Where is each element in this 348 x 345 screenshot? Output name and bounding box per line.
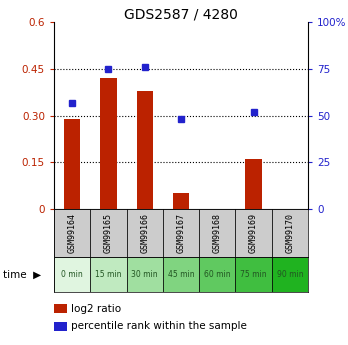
Text: 45 min: 45 min	[168, 270, 194, 279]
Text: GSM99169: GSM99169	[249, 213, 258, 253]
Bar	[163, 209, 199, 257]
Bar	[64, 119, 80, 209]
Bar	[54, 257, 90, 292]
Text: percentile rank within the sample: percentile rank within the sample	[71, 321, 246, 331]
Bar	[90, 209, 127, 257]
Text: 0 min: 0 min	[61, 270, 83, 279]
Bar	[173, 193, 189, 209]
Text: 90 min: 90 min	[277, 270, 303, 279]
Text: 15 min: 15 min	[95, 270, 122, 279]
Text: log2 ratio: log2 ratio	[71, 304, 121, 314]
Bar	[199, 209, 235, 257]
Bar	[100, 78, 117, 209]
Bar	[136, 91, 153, 209]
Title: GDS2587 / 4280: GDS2587 / 4280	[124, 7, 238, 21]
Text: GSM99167: GSM99167	[176, 213, 185, 253]
Bar	[245, 159, 262, 209]
Bar	[127, 209, 163, 257]
Bar	[163, 257, 199, 292]
Text: GSM99165: GSM99165	[104, 213, 113, 253]
Text: GSM99170: GSM99170	[285, 213, 294, 253]
Text: GSM99166: GSM99166	[140, 213, 149, 253]
Bar	[235, 209, 272, 257]
Text: 30 min: 30 min	[131, 270, 158, 279]
Bar	[272, 257, 308, 292]
Bar	[272, 209, 308, 257]
Text: GSM99164: GSM99164	[68, 213, 77, 253]
Text: time  ▶: time ▶	[3, 269, 42, 279]
Text: 75 min: 75 min	[240, 270, 267, 279]
Text: GSM99168: GSM99168	[213, 213, 222, 253]
Bar	[90, 257, 127, 292]
Text: 60 min: 60 min	[204, 270, 231, 279]
Bar	[127, 257, 163, 292]
Bar	[235, 257, 272, 292]
Bar	[199, 257, 235, 292]
Bar	[54, 209, 90, 257]
